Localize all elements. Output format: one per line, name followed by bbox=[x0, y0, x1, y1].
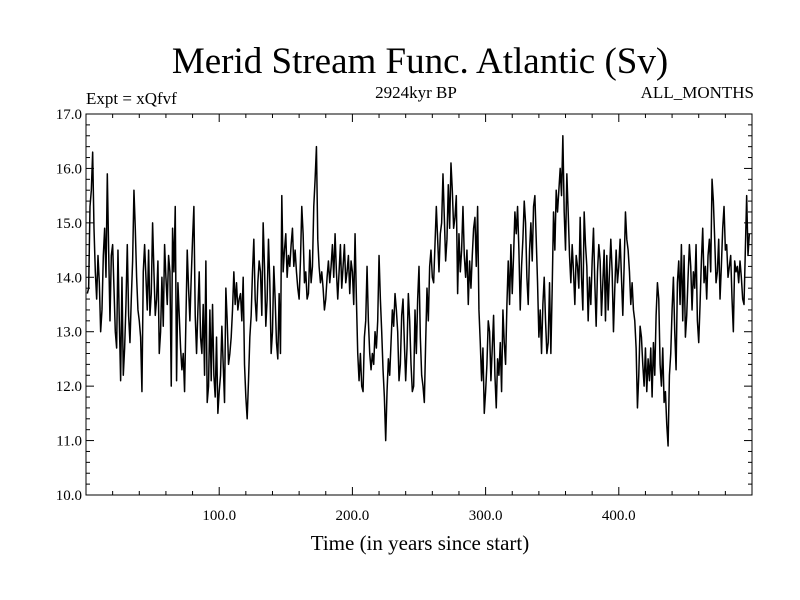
experiment-label: Expt = xQfvf bbox=[86, 89, 177, 108]
y-tick-label: 16.0 bbox=[56, 161, 82, 177]
plot-frame bbox=[85, 113, 753, 496]
y-tick-label: 10.0 bbox=[56, 488, 82, 504]
y-tick-label: 17.0 bbox=[56, 107, 82, 123]
series-line bbox=[86, 135, 751, 447]
x-tick-label: 200.0 bbox=[336, 508, 370, 524]
x-axis-label: Time (in years since start) bbox=[311, 531, 530, 555]
x-axis: 100.0 200.0 300.0 400.0 bbox=[112, 114, 726, 524]
y-tick-label: 14.0 bbox=[56, 270, 82, 286]
y-tick-label: 13.0 bbox=[56, 325, 82, 341]
y-tick-label: 15.0 bbox=[56, 216, 82, 232]
months-label: ALL_MONTHS bbox=[641, 83, 754, 102]
x-tick-label: 300.0 bbox=[469, 508, 503, 524]
x-tick-label: 100.0 bbox=[202, 508, 236, 524]
y-tick-label: 11.0 bbox=[56, 434, 82, 450]
x-tick-label: 400.0 bbox=[602, 508, 636, 524]
chart-title: Merid Stream Func. Atlantic (Sv) bbox=[172, 41, 668, 82]
chart-subtitle: 2924kyr BP bbox=[375, 83, 457, 102]
y-tick-label: 12.0 bbox=[56, 379, 82, 395]
